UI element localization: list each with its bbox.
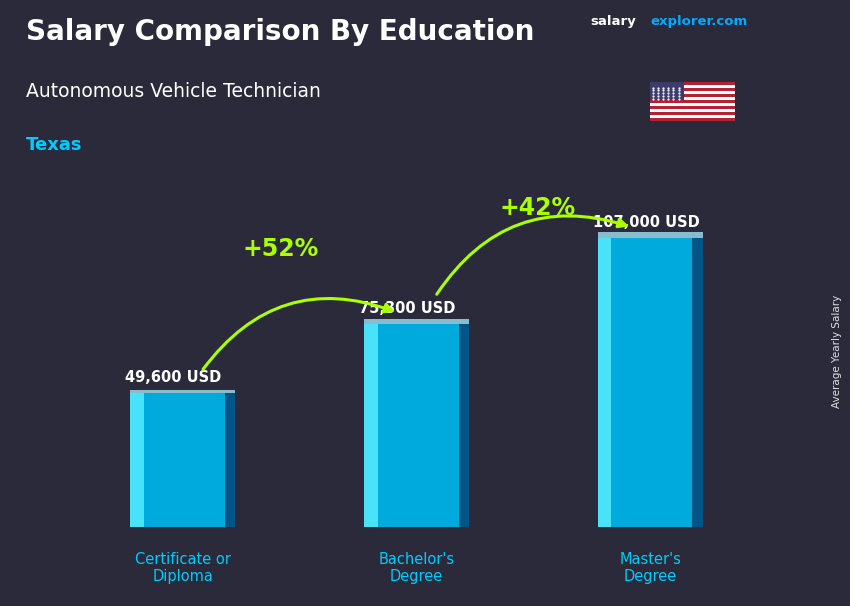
Text: explorer.com: explorer.com	[650, 15, 747, 28]
Bar	[650, 85, 735, 88]
Bar	[598, 231, 703, 238]
Bar	[364, 324, 469, 527]
Text: +52%: +52%	[243, 237, 319, 261]
Bar	[650, 91, 735, 94]
Text: +42%: +42%	[500, 196, 576, 220]
Bar	[650, 97, 735, 100]
Text: Bachelor's
Degree: Bachelor's Degree	[378, 551, 455, 584]
Text: Texas: Texas	[26, 136, 82, 155]
Bar	[130, 393, 235, 527]
Bar	[650, 118, 735, 121]
Text: Certificate or
Diploma: Certificate or Diploma	[135, 551, 230, 584]
Bar	[364, 319, 469, 324]
Bar	[650, 82, 684, 100]
Bar	[650, 109, 735, 112]
Bar	[650, 100, 735, 103]
Text: Autonomous Vehicle Technician: Autonomous Vehicle Technician	[26, 82, 320, 101]
Text: Master's
Degree: Master's Degree	[620, 551, 681, 584]
Bar	[364, 324, 377, 527]
Bar	[692, 238, 703, 527]
Bar	[650, 88, 735, 91]
Text: Average Yearly Salary: Average Yearly Salary	[832, 295, 842, 408]
Text: 75,300 USD: 75,300 USD	[360, 301, 456, 316]
Bar	[650, 106, 735, 109]
Bar	[130, 390, 235, 393]
Bar	[650, 112, 735, 115]
Bar	[598, 238, 611, 527]
Bar	[598, 238, 703, 527]
Text: 49,600 USD: 49,600 USD	[126, 370, 222, 385]
Bar	[650, 82, 735, 85]
Text: 107,000 USD: 107,000 USD	[593, 215, 700, 230]
Text: Salary Comparison By Education: Salary Comparison By Education	[26, 18, 534, 46]
Bar	[650, 115, 735, 118]
Bar	[650, 103, 735, 106]
Bar	[224, 393, 235, 527]
Bar	[459, 324, 469, 527]
Bar	[650, 94, 735, 97]
Text: salary: salary	[591, 15, 637, 28]
Bar	[130, 393, 144, 527]
